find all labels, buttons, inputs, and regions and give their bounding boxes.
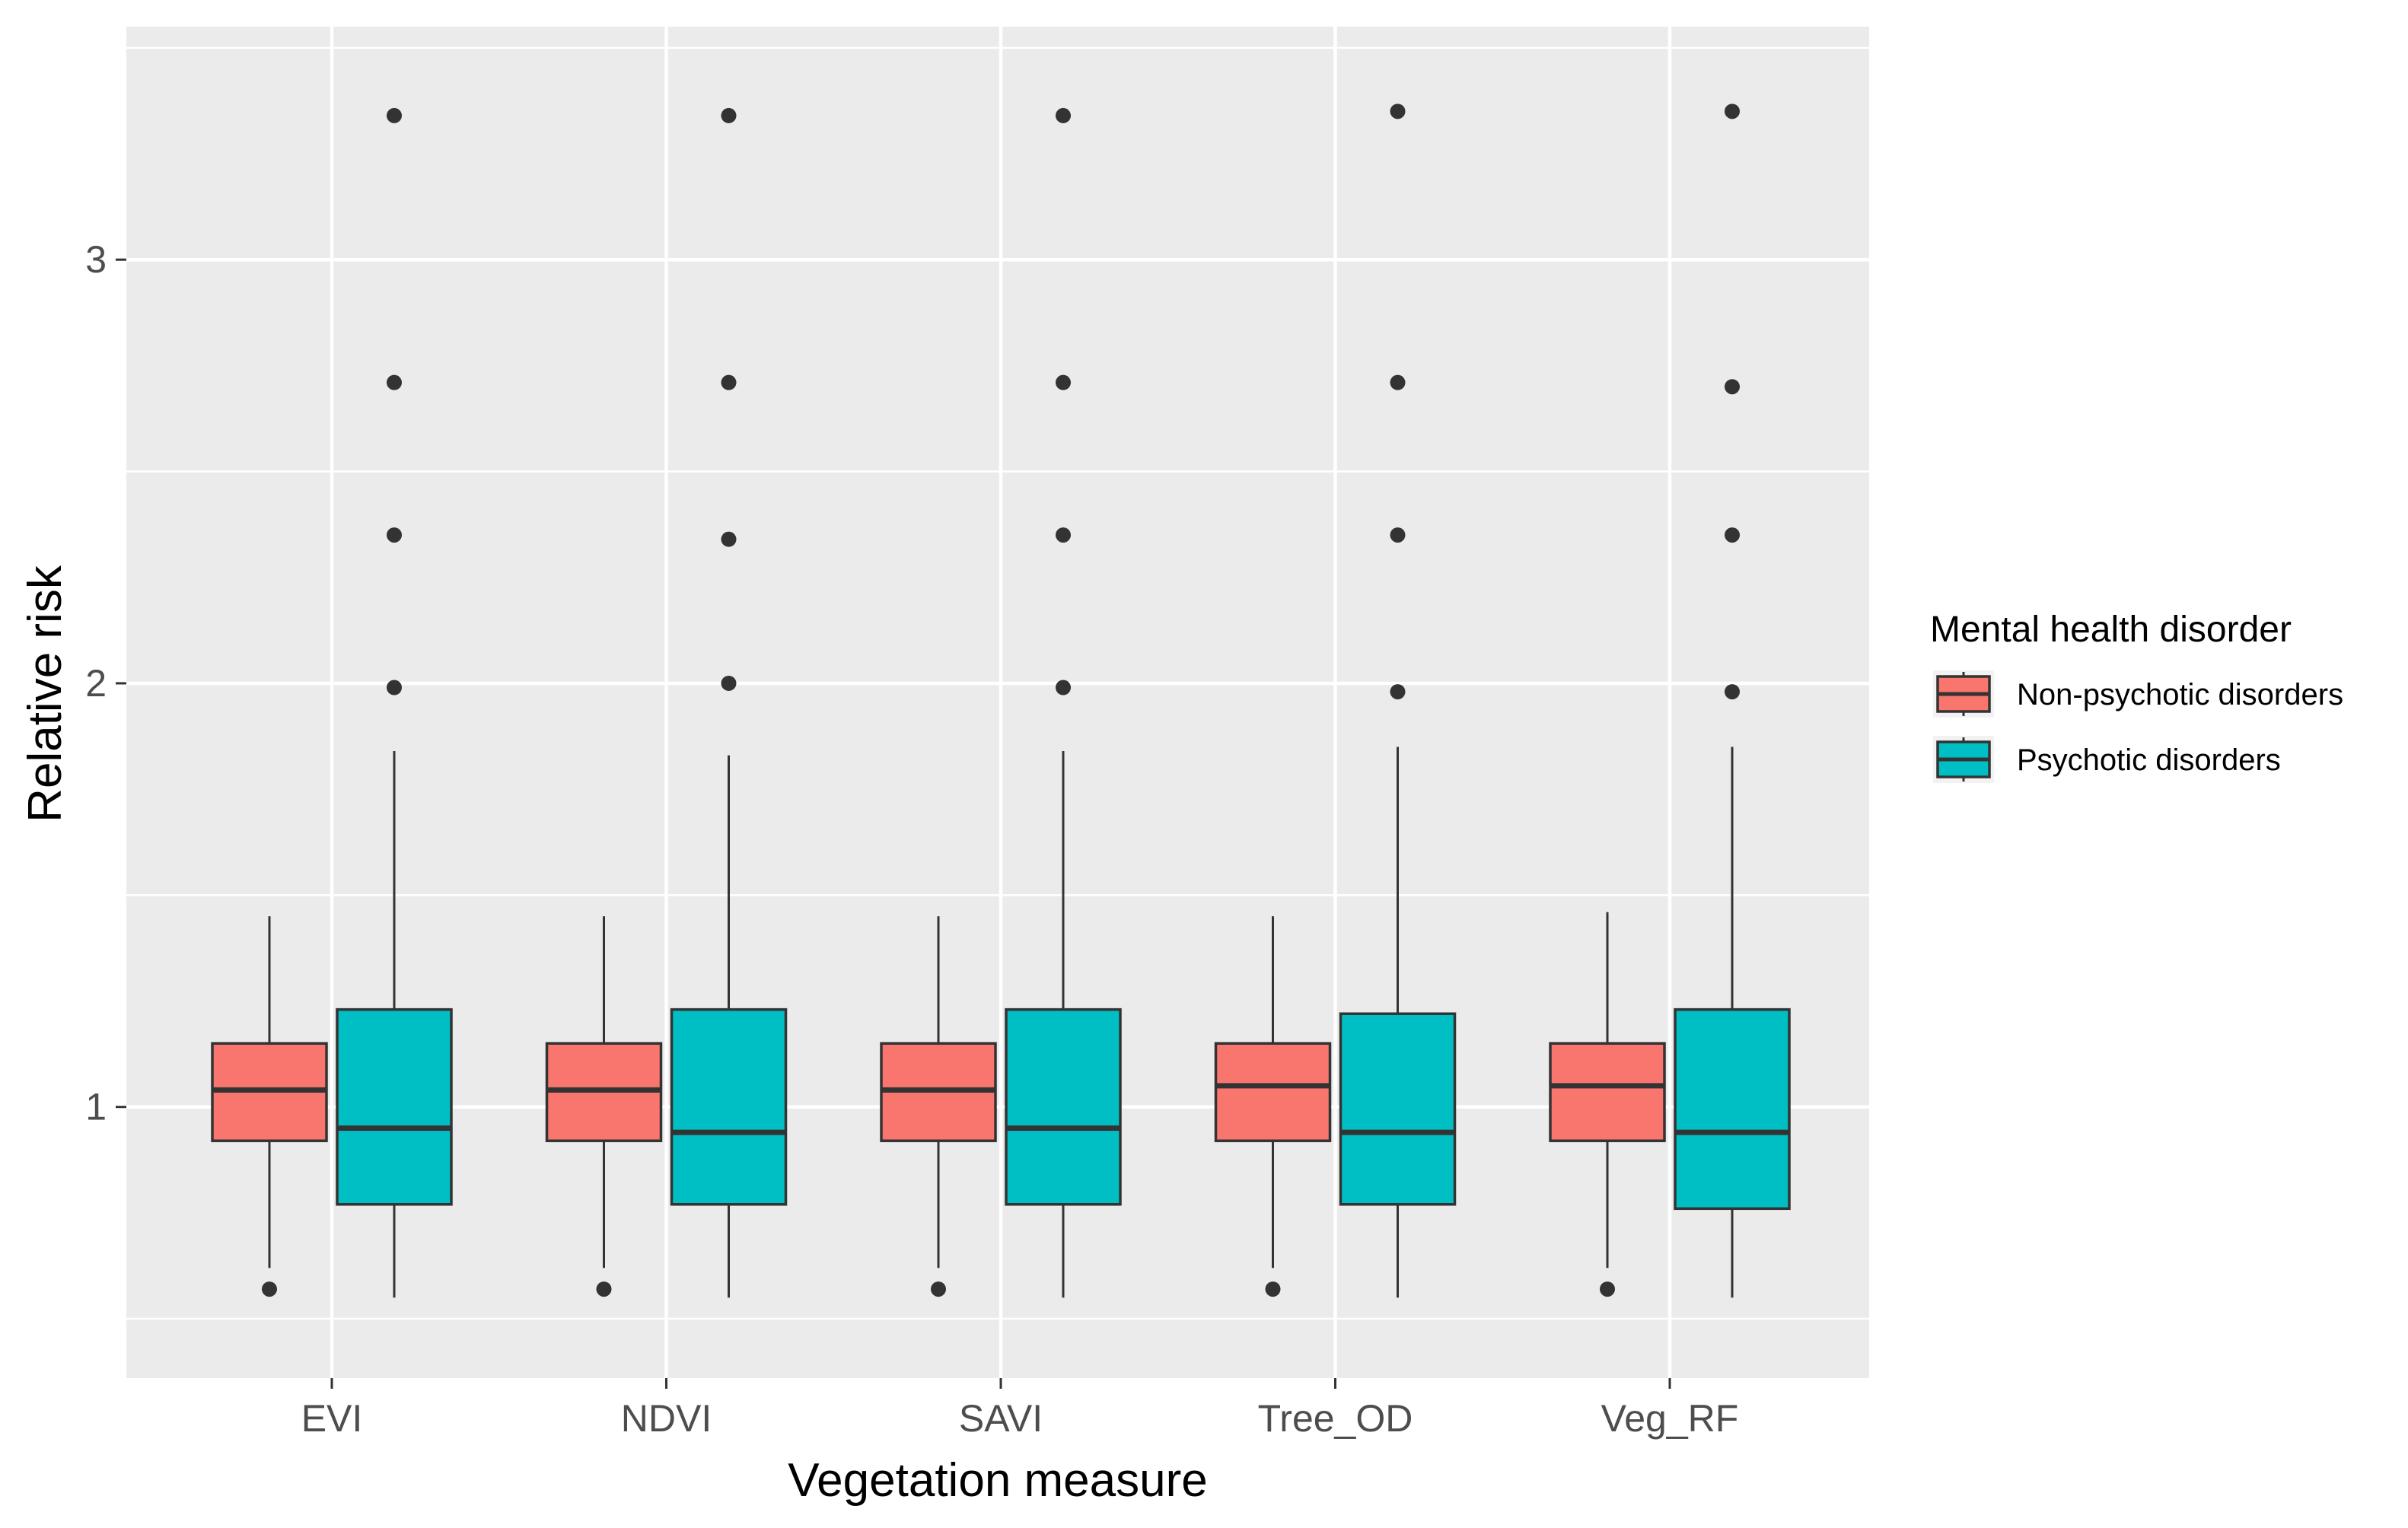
outlier-point <box>1725 684 1740 700</box>
minor-gridlines <box>126 46 1869 1320</box>
outlier-point <box>1056 680 1071 696</box>
box-EVI-psychotic <box>336 107 453 1298</box>
outlier-point <box>387 527 402 543</box>
box-layer <box>211 103 1791 1298</box>
outlier-point <box>1390 527 1406 543</box>
x-axis-title: Vegetation measure <box>788 1454 1208 1507</box>
x-tick-label: NDVI <box>621 1397 712 1440</box>
box-Veg_RF-non-psychotic <box>1549 912 1666 1297</box>
x-tick-label: EVI <box>301 1397 363 1440</box>
box-NDVI-non-psychotic <box>545 916 663 1297</box>
box-Tree_OD-non-psychotic <box>1214 916 1332 1297</box>
outlier-point <box>387 374 402 390</box>
legend-item-non-psychotic: Non-psychotic disorders <box>1933 670 2343 718</box>
box-EVI-non-psychotic <box>211 916 328 1297</box>
outlier-point <box>1725 379 1740 395</box>
outlier-point <box>721 374 737 390</box>
iqr-box <box>336 1008 453 1206</box>
box-Tree_OD-psychotic <box>1339 103 1457 1298</box>
legend-label: Psychotic disorders <box>2017 743 2281 777</box>
outlier-point <box>596 1281 612 1297</box>
outlier-point <box>721 675 737 691</box>
outlier-point <box>1056 107 1071 123</box>
outlier-point <box>721 107 737 123</box>
outlier-point <box>1725 527 1740 543</box>
y-axis-title: Relative risk <box>19 565 72 823</box>
y-tick-label: 1 <box>85 1086 107 1128</box>
outlier-point <box>931 1281 946 1297</box>
box-SAVI-psychotic <box>1005 107 1122 1298</box>
box-Veg_RF-psychotic <box>1674 103 1791 1298</box>
x-axis: EVI NDVI SAVI Tree_OD Veg_RF <box>301 1378 1739 1440</box>
legend-title: Mental health disorder <box>1930 610 2292 650</box>
outlier-point <box>1056 374 1071 390</box>
outlier-point <box>721 531 737 547</box>
y-tick-label: 2 <box>85 662 107 705</box>
x-tick-label: SAVI <box>959 1397 1043 1440</box>
legend-label: Non-psychotic disorders <box>2017 678 2343 711</box>
outlier-point <box>1390 103 1406 119</box>
y-tick-label: 3 <box>85 238 107 281</box>
iqr-box <box>1674 1008 1791 1211</box>
x-tick-label: Tree_OD <box>1258 1397 1413 1440</box>
outlier-point <box>262 1281 277 1297</box>
box-NDVI-psychotic <box>670 107 788 1298</box>
x-tick-label: Veg_RF <box>1601 1397 1739 1440</box>
iqr-box <box>1339 1012 1457 1206</box>
box-SAVI-non-psychotic <box>880 916 997 1297</box>
iqr-box <box>1549 1042 1666 1142</box>
outlier-point <box>1390 374 1406 390</box>
outlier-point <box>387 680 402 696</box>
outlier-point <box>1265 1281 1281 1297</box>
outlier-point <box>1600 1281 1615 1297</box>
outlier-point <box>1725 103 1740 119</box>
y-axis: 1 2 3 <box>85 238 126 1128</box>
outlier-point <box>1390 684 1406 700</box>
iqr-box <box>1214 1042 1332 1142</box>
legend-item-psychotic: Psychotic disorders <box>1933 736 2281 783</box>
outlier-point <box>387 107 402 123</box>
iqr-box <box>670 1008 788 1206</box>
outlier-point <box>1056 527 1071 543</box>
major-gridlines <box>126 27 1869 1378</box>
iqr-box <box>1005 1008 1122 1206</box>
legend: Mental health disorder Non-psychotic dis… <box>1930 610 2343 783</box>
